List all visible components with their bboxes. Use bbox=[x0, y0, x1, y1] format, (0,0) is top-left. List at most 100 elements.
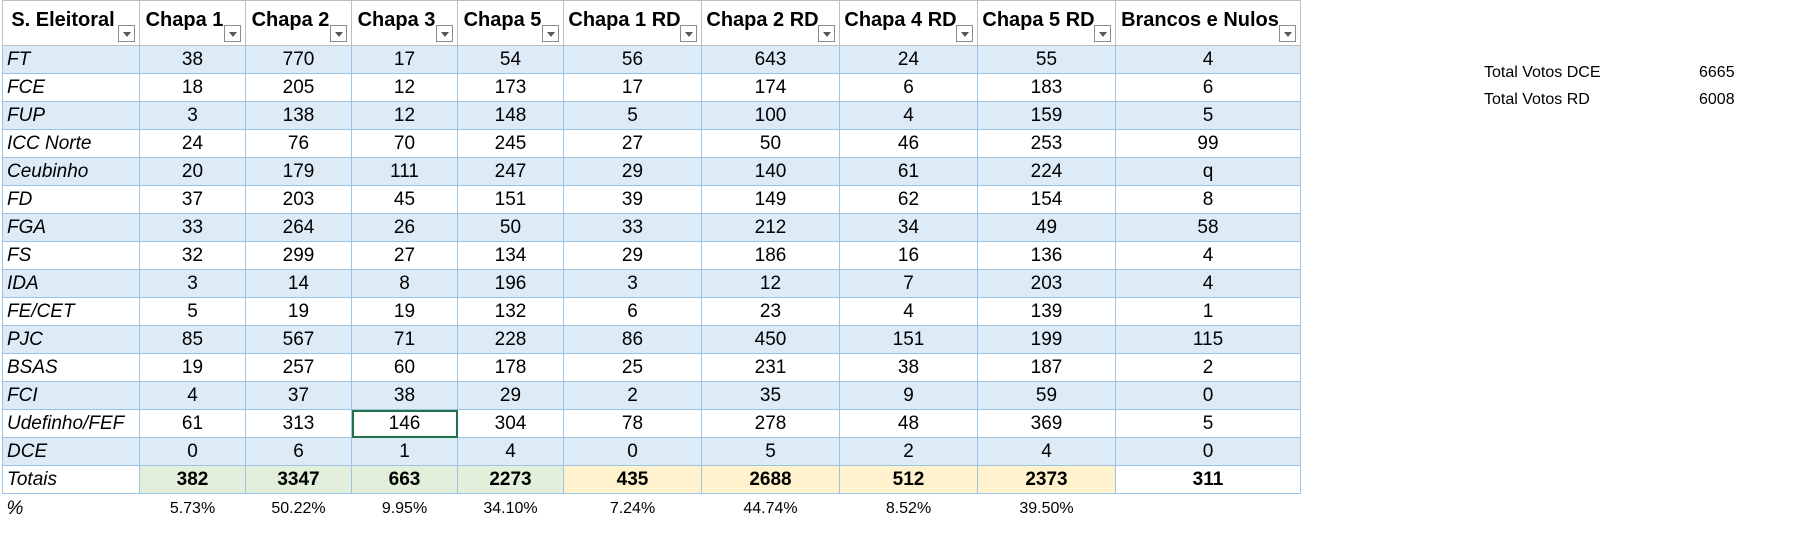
data-cell[interactable]: 663 bbox=[351, 465, 458, 494]
filter-dropdown-icon[interactable] bbox=[542, 25, 559, 42]
data-cell[interactable]: 33 bbox=[139, 213, 246, 242]
data-cell[interactable]: 247 bbox=[457, 157, 564, 186]
data-cell[interactable]: 61 bbox=[139, 409, 246, 438]
row-label-cell[interactable]: FGA bbox=[2, 213, 140, 242]
data-cell[interactable]: 85 bbox=[139, 325, 246, 354]
row-label-cell[interactable]: ICC Norte bbox=[2, 129, 140, 158]
data-cell[interactable]: 71 bbox=[351, 325, 458, 354]
data-cell[interactable]: 86 bbox=[563, 325, 702, 354]
data-cell[interactable]: 48 bbox=[839, 409, 978, 438]
data-cell[interactable]: 7 bbox=[839, 269, 978, 298]
data-cell[interactable]: 59 bbox=[977, 381, 1116, 410]
data-cell[interactable]: 0 bbox=[1115, 381, 1301, 410]
data-cell[interactable]: 49 bbox=[977, 213, 1116, 242]
data-cell[interactable]: 5.73% bbox=[169, 500, 216, 517]
header-cell[interactable]: S. Eleitoral bbox=[2, 0, 140, 46]
data-cell[interactable]: 149 bbox=[701, 185, 840, 214]
data-cell[interactable]: 29 bbox=[563, 157, 702, 186]
data-cell[interactable]: 9 bbox=[839, 381, 978, 410]
filter-dropdown-icon[interactable] bbox=[680, 25, 697, 42]
data-cell[interactable]: 4 bbox=[977, 437, 1116, 466]
data-cell[interactable]: 1 bbox=[1115, 297, 1301, 326]
data-cell[interactable]: 2 bbox=[1115, 353, 1301, 382]
row-label-cell[interactable]: Udefinho/FEF bbox=[2, 409, 140, 438]
data-cell[interactable]: 61 bbox=[839, 157, 978, 186]
header-cell[interactable]: Chapa 2 bbox=[245, 0, 352, 46]
data-cell[interactable]: 32 bbox=[139, 241, 246, 270]
data-cell[interactable]: 4 bbox=[1115, 241, 1301, 270]
data-cell[interactable]: 14 bbox=[245, 269, 352, 298]
filter-dropdown-icon[interactable] bbox=[330, 25, 347, 42]
data-cell[interactable]: 2 bbox=[563, 381, 702, 410]
data-cell[interactable]: 3347 bbox=[245, 465, 352, 494]
data-cell[interactable]: 39 bbox=[563, 185, 702, 214]
data-cell[interactable]: 304 bbox=[457, 409, 564, 438]
data-cell[interactable]: 299 bbox=[245, 241, 352, 270]
data-cell[interactable]: 76 bbox=[245, 129, 352, 158]
data-cell[interactable]: 278 bbox=[701, 409, 840, 438]
summary-label[interactable]: Total Votos DCE bbox=[1484, 64, 1601, 81]
row-label-cell[interactable]: FS bbox=[2, 241, 140, 270]
data-cell[interactable]: 7.24% bbox=[609, 500, 656, 517]
data-cell[interactable]: 17 bbox=[563, 73, 702, 102]
data-cell[interactable]: 151 bbox=[457, 185, 564, 214]
data-cell[interactable]: 224 bbox=[977, 157, 1116, 186]
data-cell[interactable]: 45 bbox=[351, 185, 458, 214]
data-cell[interactable]: 183 bbox=[977, 73, 1116, 102]
data-cell[interactable]: 3 bbox=[139, 269, 246, 298]
data-cell[interactable]: 60 bbox=[351, 353, 458, 382]
data-cell[interactable]: 313 bbox=[245, 409, 352, 438]
data-cell[interactable]: 512 bbox=[839, 465, 978, 494]
data-cell[interactable]: 46 bbox=[839, 129, 978, 158]
data-cell[interactable]: 115 bbox=[1115, 325, 1301, 354]
data-cell[interactable]: 187 bbox=[977, 353, 1116, 382]
data-cell[interactable]: 0 bbox=[139, 437, 246, 466]
data-cell[interactable]: 37 bbox=[245, 381, 352, 410]
row-label-cell[interactable]: FT bbox=[2, 45, 140, 74]
data-cell[interactable]: 8 bbox=[1115, 185, 1301, 214]
data-cell[interactable]: 9.95% bbox=[381, 500, 428, 517]
header-cell[interactable]: Chapa 5 RD bbox=[977, 0, 1116, 46]
data-cell[interactable]: 12 bbox=[351, 73, 458, 102]
data-cell[interactable]: 18 bbox=[139, 73, 246, 102]
data-cell[interactable]: 6 bbox=[839, 73, 978, 102]
data-cell[interactable]: 58 bbox=[1115, 213, 1301, 242]
data-cell[interactable]: 33 bbox=[563, 213, 702, 242]
data-cell[interactable]: 140 bbox=[701, 157, 840, 186]
data-cell[interactable]: 173 bbox=[457, 73, 564, 102]
summary-value[interactable]: 6008 bbox=[1699, 91, 1735, 108]
data-cell[interactable]: 257 bbox=[245, 353, 352, 382]
filter-dropdown-icon[interactable] bbox=[224, 25, 241, 42]
data-cell[interactable]: 3 bbox=[139, 101, 246, 130]
row-label-cell[interactable]: FCI bbox=[2, 381, 140, 410]
data-cell[interactable]: 186 bbox=[701, 241, 840, 270]
row-label-cell[interactable]: Ceubinho bbox=[2, 157, 140, 186]
data-cell[interactable]: 100 bbox=[701, 101, 840, 130]
data-cell[interactable]: 54 bbox=[457, 45, 564, 74]
header-cell[interactable]: Brancos e Nulos bbox=[1115, 0, 1301, 46]
data-cell[interactable]: 203 bbox=[977, 269, 1116, 298]
data-cell[interactable]: 99 bbox=[1115, 129, 1301, 158]
data-cell[interactable]: 196 bbox=[457, 269, 564, 298]
data-cell[interactable]: 179 bbox=[245, 157, 352, 186]
row-label-cell[interactable]: IDA bbox=[2, 269, 140, 298]
header-cell[interactable]: Chapa 3 bbox=[351, 0, 458, 46]
data-cell[interactable]: 567 bbox=[245, 325, 352, 354]
data-cell[interactable]: 8.52% bbox=[885, 500, 932, 517]
data-cell[interactable]: 159 bbox=[977, 101, 1116, 130]
data-cell[interactable]: 19 bbox=[139, 353, 246, 382]
filter-dropdown-icon[interactable] bbox=[1279, 25, 1296, 42]
row-label-cell[interactable]: PJC bbox=[2, 325, 140, 354]
header-cell[interactable]: Chapa 2 RD bbox=[701, 0, 840, 46]
data-cell[interactable]: 12 bbox=[701, 269, 840, 298]
data-cell[interactable]: 5 bbox=[1115, 409, 1301, 438]
data-cell[interactable]: 25 bbox=[563, 353, 702, 382]
data-cell[interactable]: 24 bbox=[839, 45, 978, 74]
data-cell[interactable]: 6 bbox=[245, 437, 352, 466]
row-label-cell[interactable]: FCE bbox=[2, 73, 140, 102]
summary-label[interactable]: Total Votos RD bbox=[1484, 91, 1590, 108]
summary-value[interactable]: 6665 bbox=[1699, 64, 1735, 81]
data-cell[interactable]: 199 bbox=[977, 325, 1116, 354]
data-cell[interactable]: 4 bbox=[839, 297, 978, 326]
data-cell[interactable]: 311 bbox=[1115, 465, 1301, 494]
